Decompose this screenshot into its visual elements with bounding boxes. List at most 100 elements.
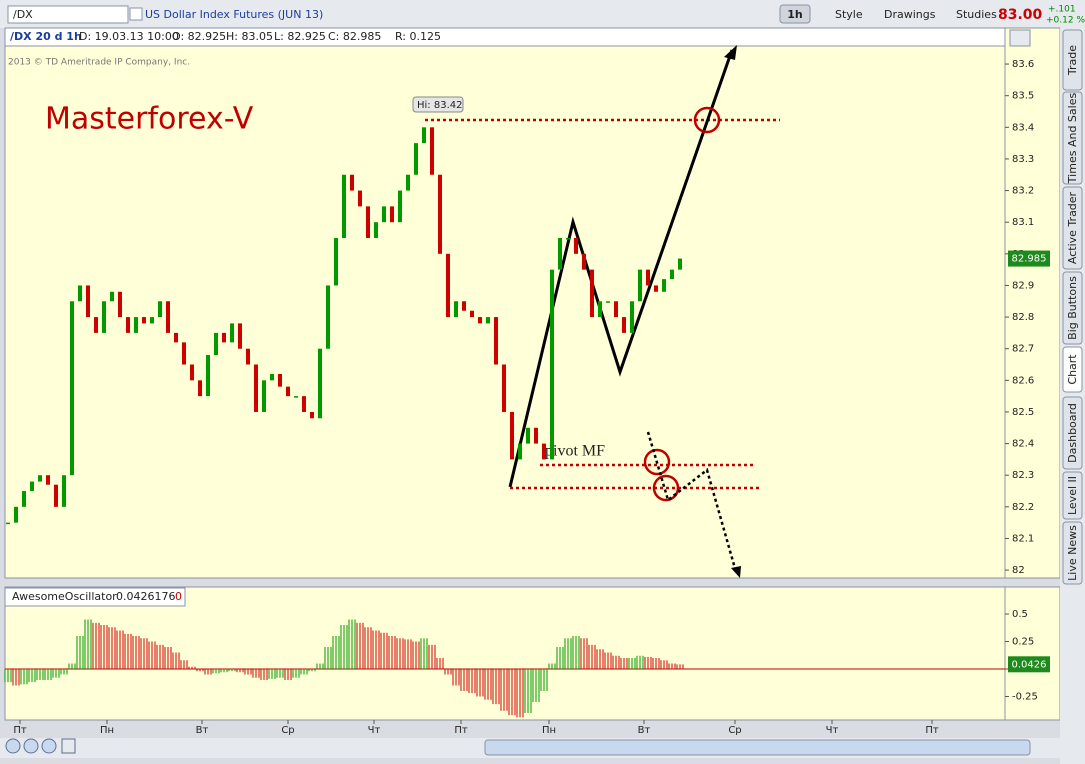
- side-tab[interactable]: [1062, 271, 1083, 345]
- interval: 1h: [787, 8, 803, 21]
- x-tick-label: Пт: [13, 725, 27, 736]
- change: +.101: [1048, 5, 1076, 15]
- side-tab[interactable]: [1062, 521, 1083, 585]
- side-tab-label: Times And Sales: [1066, 93, 1079, 185]
- x-tick-label: Чт: [368, 725, 381, 736]
- candle: [510, 411, 514, 460]
- side-tab-label: Live News: [1066, 525, 1079, 581]
- interval-button[interactable]: [779, 4, 811, 24]
- zoom-button[interactable]: [5, 738, 21, 754]
- side-tab[interactable]: [1062, 29, 1083, 91]
- info-item: R: 0.125: [395, 30, 441, 43]
- candle: [518, 443, 522, 460]
- info-item: C: 82.985: [328, 30, 381, 43]
- price-axis: [1004, 27, 1061, 579]
- candle: [470, 310, 474, 318]
- candle: [78, 285, 82, 302]
- side-tab-label: Dashboard: [1066, 403, 1079, 463]
- x-tick-label: Пт: [454, 725, 468, 736]
- candle: [670, 269, 674, 280]
- candle: [158, 301, 162, 318]
- candle: [654, 285, 658, 292]
- candle: [222, 332, 226, 343]
- candle: [182, 342, 186, 365]
- candle: [398, 190, 402, 223]
- x-tick-label: Чт: [826, 725, 839, 736]
- symbol-box[interactable]: [7, 5, 129, 24]
- side-tabs: Trade Times And Sales Active Trader Big But…: [1062, 29, 1083, 585]
- candle: [246, 348, 250, 365]
- candle: [366, 206, 370, 239]
- candle: [438, 174, 442, 254]
- x-tick-label: Вт: [196, 725, 209, 736]
- candle: [606, 301, 610, 303]
- y-tick-label: 82.6: [1012, 375, 1034, 386]
- candle: [358, 190, 362, 207]
- arrow-head: [724, 45, 737, 60]
- candle: [94, 317, 98, 333]
- candle: [550, 269, 554, 460]
- candle: [214, 332, 218, 356]
- zoom-out[interactable]: [41, 738, 57, 754]
- osc-pane: [4, 586, 1006, 721]
- alt-arrow-head: [731, 566, 741, 578]
- side-tab-label: Trade: [1066, 45, 1079, 76]
- zoom-in[interactable]: [23, 738, 39, 754]
- candle: [486, 317, 490, 324]
- studies-button[interactable]: Studies: [956, 8, 997, 21]
- x-tick-label: Ср: [728, 725, 741, 736]
- candle: [62, 475, 66, 507]
- candle: [454, 301, 458, 318]
- candle: [382, 206, 386, 223]
- osc-flag: 0: [175, 590, 182, 603]
- last-price-label: 82.985: [1012, 254, 1047, 265]
- candle: [590, 269, 594, 318]
- candle: [142, 317, 146, 324]
- candle: [526, 427, 530, 444]
- candle: [542, 443, 546, 460]
- candle: [286, 386, 290, 397]
- candle: [302, 396, 306, 412]
- candle: [70, 301, 74, 476]
- candle: [54, 484, 58, 507]
- link-icon[interactable]: [129, 7, 143, 21]
- candle: [294, 396, 298, 398]
- side-tab[interactable]: [1062, 186, 1083, 270]
- candle: [86, 285, 90, 318]
- candle: [534, 427, 538, 444]
- candle: [390, 206, 394, 223]
- target-circle: [693, 106, 721, 134]
- y-tick-label: 83.2: [1012, 186, 1034, 197]
- candle: [22, 491, 26, 507]
- side-tab[interactable]: [1062, 91, 1083, 185]
- candle: [326, 285, 330, 349]
- candle: [174, 332, 178, 343]
- drawings-button[interactable]: Drawings: [884, 8, 936, 21]
- y-tick-label: 82.1: [1012, 533, 1034, 544]
- candle: [110, 291, 114, 302]
- candle: [150, 317, 154, 324]
- style-button[interactable]: Style: [835, 8, 863, 21]
- candle: [134, 317, 138, 333]
- y-tick-label: 83.6: [1012, 59, 1034, 70]
- candle: [478, 317, 482, 324]
- candle: [574, 238, 578, 254]
- pan-button[interactable]: [61, 738, 76, 754]
- osc-name: AwesomeOscillator: [12, 590, 117, 603]
- x-tick-label: Пн: [100, 725, 114, 736]
- y-tick-label: -0.25: [1012, 691, 1038, 702]
- candle: [622, 317, 626, 333]
- pane-icon[interactable]: [1009, 29, 1031, 47]
- y-tick-label: 83.3: [1012, 154, 1034, 165]
- y-tick-label: 82.7: [1012, 344, 1034, 355]
- candle: [230, 323, 234, 343]
- side-tab[interactable]: [1062, 346, 1083, 393]
- candle: [166, 301, 170, 333]
- side-tab[interactable]: [1062, 471, 1083, 520]
- symbol: /DX: [13, 8, 33, 21]
- side-tab[interactable]: [1062, 396, 1083, 470]
- scroll-thumb[interactable]: [484, 739, 1031, 756]
- candle: [678, 258, 682, 270]
- y-tick-label: 0.25: [1012, 637, 1034, 648]
